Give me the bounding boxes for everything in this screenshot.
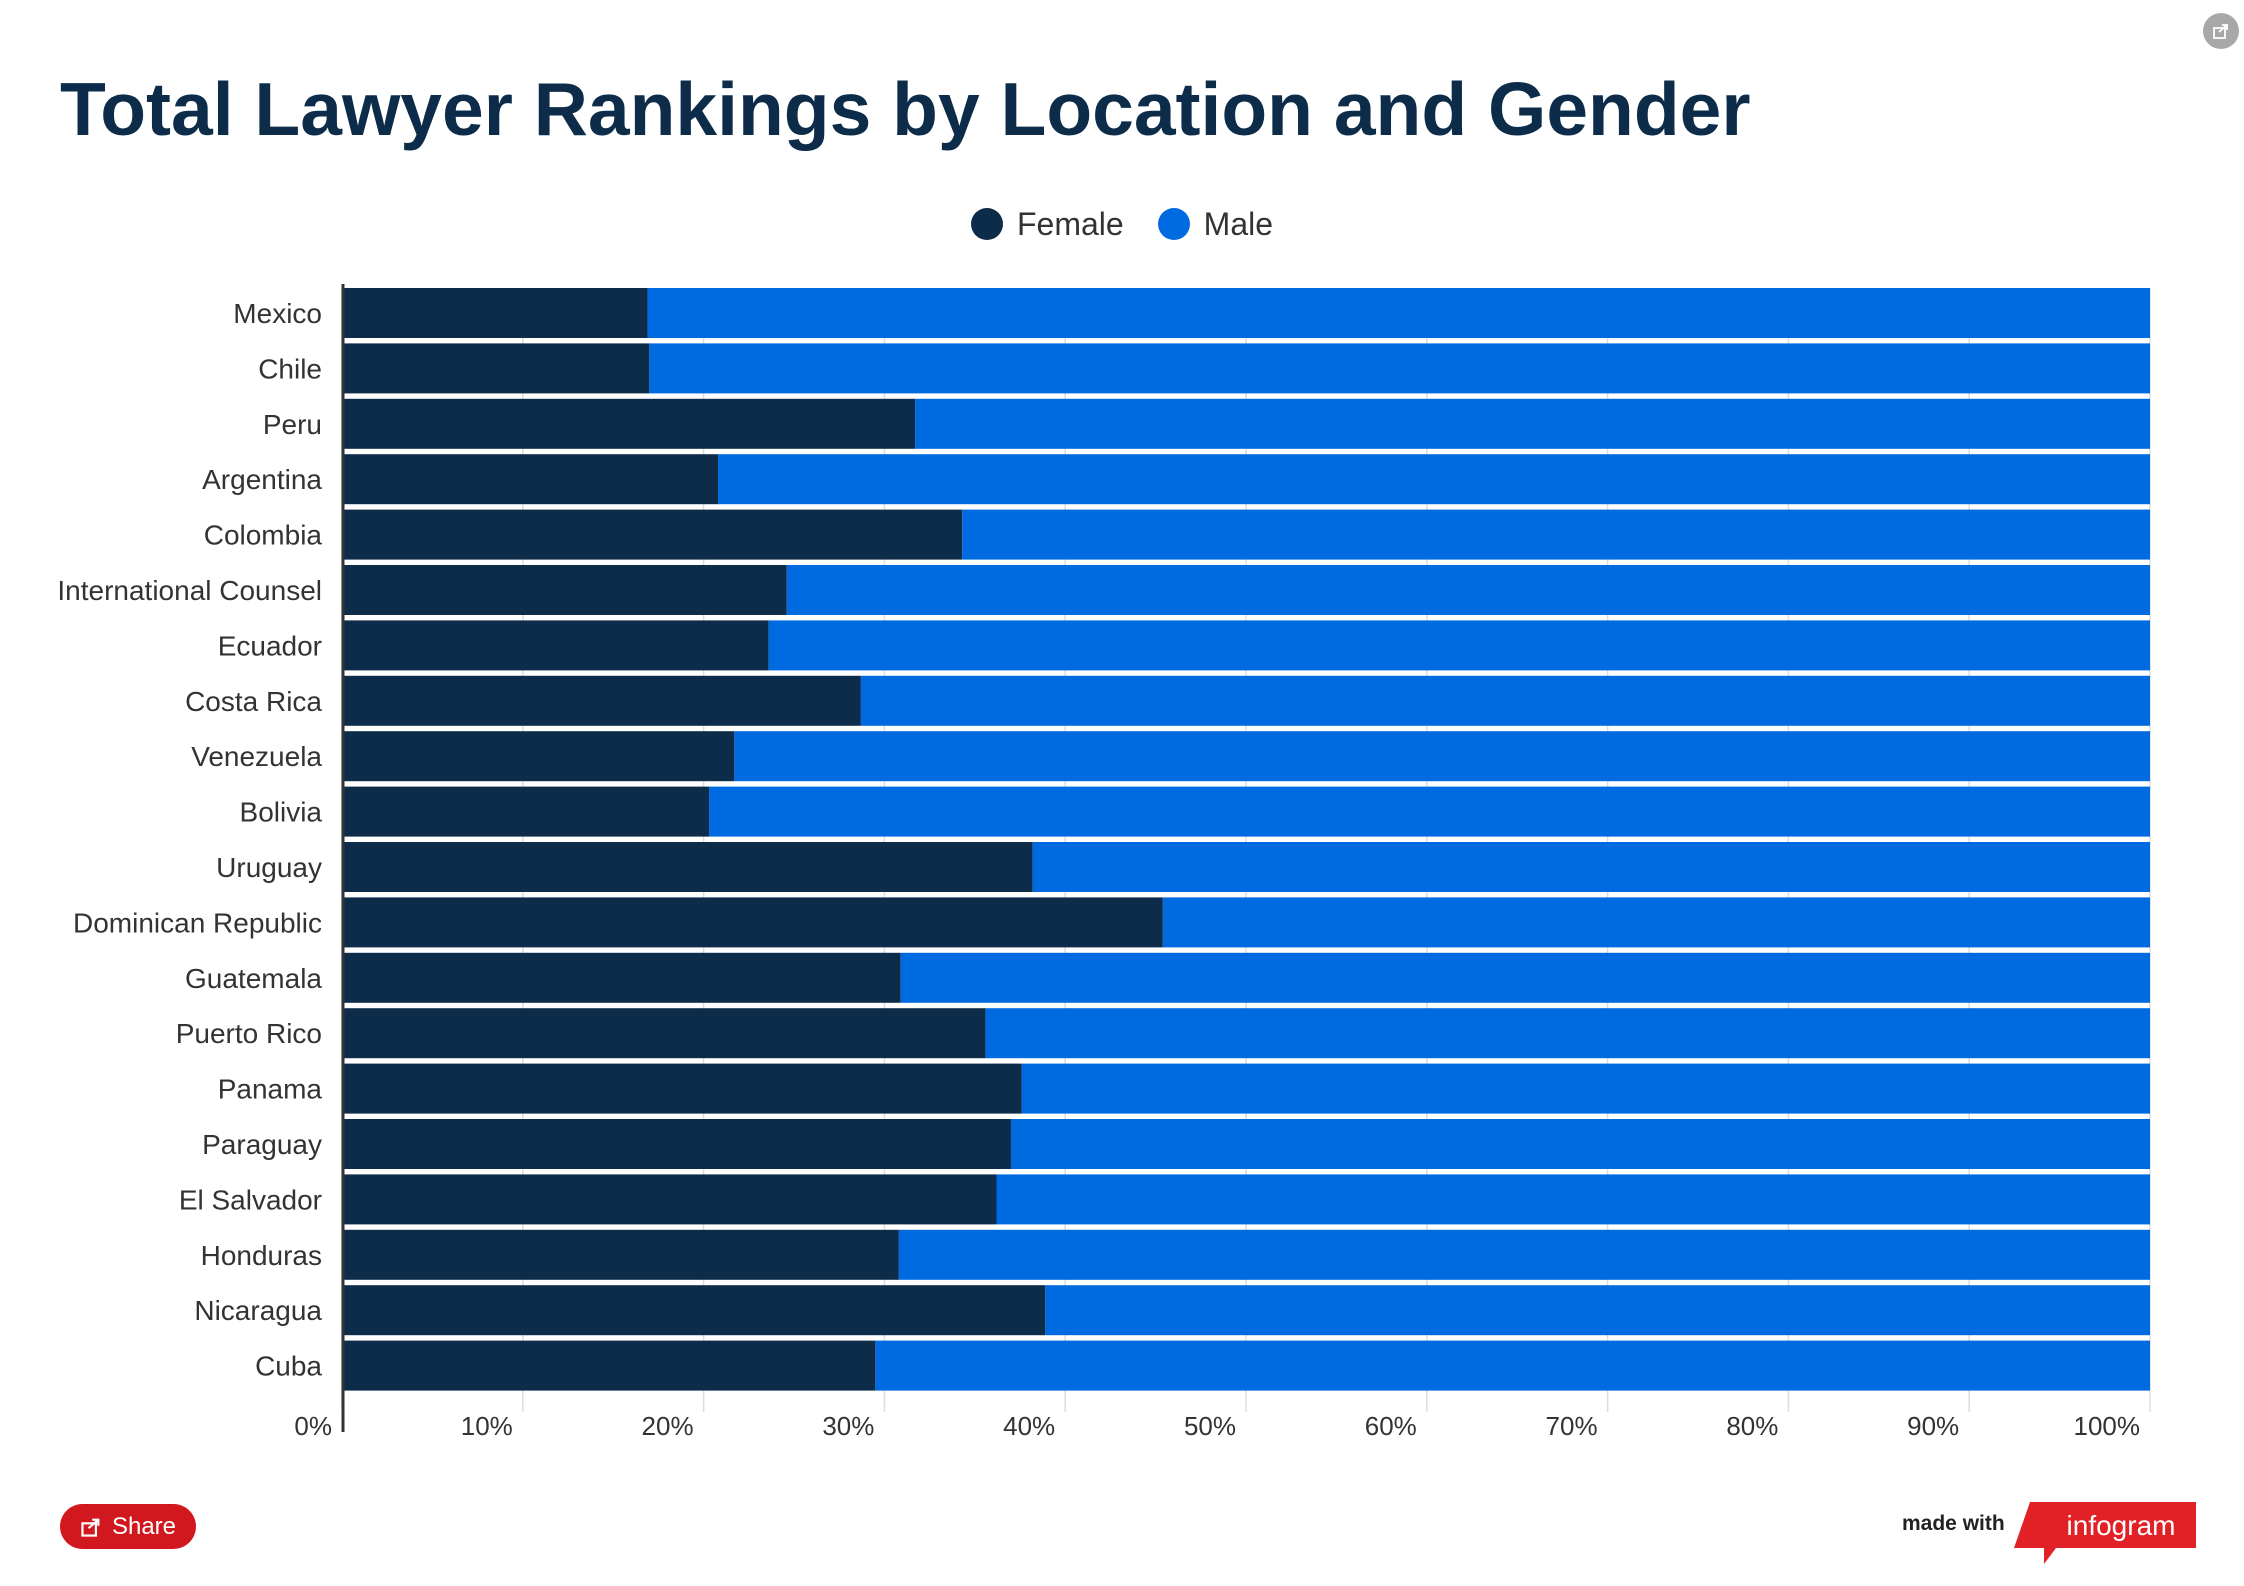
bar-female-17: [342, 1229, 899, 1280]
bar-female-14: [342, 1063, 1022, 1114]
bar-female-12: [342, 952, 901, 1003]
bar-male-7: [860, 675, 2150, 726]
bar-male-11: [1162, 897, 2150, 948]
category-label: International Counsel: [57, 575, 322, 606]
category-label: Peru: [263, 409, 322, 440]
bar-female-5: [342, 565, 787, 615]
category-label: Argentina: [202, 464, 322, 495]
bar-male-13: [985, 1008, 2151, 1059]
bar-male-17: [898, 1229, 2150, 1280]
bar-female-18: [342, 1285, 1046, 1336]
x-tick-label: 60%: [1365, 1411, 1417, 1441]
bar-male-3: [718, 454, 2151, 505]
bar-female-19: [342, 1340, 876, 1391]
bar-chart: Mexico Chile Peru Argentina Colombia Internat…: [57, 284, 2151, 1441]
bar-female-9: [342, 786, 710, 837]
bar-male-5: [786, 565, 2150, 615]
category-label: Guatemala: [185, 963, 322, 994]
share-button[interactable]: Share: [60, 1504, 196, 1549]
legend-swatch-female: [970, 208, 1003, 240]
bar-male-18: [1045, 1285, 2150, 1336]
bar-female-6: [342, 620, 769, 671]
share-icon: [2213, 24, 2228, 39]
bar-female-8: [342, 731, 735, 782]
legend-label-female: Female: [1016, 205, 1124, 242]
bar-female-3: [342, 454, 719, 505]
x-tick-label: 40%: [1003, 1411, 1055, 1441]
x-tick-label: 100%: [2074, 1411, 2141, 1441]
category-label: Chile: [258, 353, 322, 384]
made-with-text: made with: [1902, 1512, 2005, 1535]
category-label: Costa Rica: [185, 686, 322, 717]
legend-item-male[interactable]: Male: [1157, 205, 1274, 243]
x-tick-label: 20%: [642, 1411, 694, 1441]
bar-male-19: [875, 1340, 2150, 1391]
chart-title: Total Lawyer Rankings by Location and Ge…: [60, 67, 1751, 151]
legend-label-male: Male: [1203, 205, 1274, 242]
bar-female-16: [342, 1174, 997, 1225]
category-label: Venezuela: [191, 741, 322, 772]
share-button-label: Share: [111, 1512, 177, 1540]
category-label: Paraguay: [202, 1129, 322, 1160]
bar-male-6: [768, 620, 2150, 671]
category-label: Uruguay: [216, 852, 322, 883]
category-label: Mexico: [233, 298, 322, 329]
category-label: Honduras: [201, 1240, 322, 1271]
x-tick-label: 0%: [294, 1411, 332, 1441]
bar-male-0: [647, 288, 2150, 338]
bar-female-15: [342, 1119, 1011, 1169]
bar-male-15: [1010, 1119, 2151, 1169]
category-label: Puerto Rico: [176, 1018, 322, 1049]
bar-female-13: [342, 1008, 986, 1059]
bar-female-7: [342, 675, 861, 726]
bar-male-12: [900, 952, 2150, 1003]
share-icon-button[interactable]: [2203, 13, 2239, 49]
bar-male-14: [1021, 1063, 2150, 1114]
bar-male-4: [962, 509, 2150, 560]
category-label: Nicaragua: [194, 1295, 322, 1326]
x-tick-label: 70%: [1546, 1411, 1598, 1441]
bar-male-2: [915, 398, 2150, 449]
x-tick-label: 10%: [461, 1411, 513, 1441]
bar-female-0: [342, 288, 648, 338]
infogram-logo[interactable]: infogram: [2014, 1502, 2196, 1564]
bar-male-16: [996, 1174, 2150, 1225]
legend: Female Male: [0, 200, 2244, 248]
bar-female-2: [342, 398, 916, 449]
x-tick-label: 30%: [822, 1411, 874, 1441]
bar-male-9: [709, 786, 2151, 837]
category-label: Panama: [218, 1074, 323, 1105]
share-icon: [81, 1518, 100, 1537]
bar-female-10: [342, 842, 1033, 892]
bar-female-11: [342, 897, 1163, 948]
legend-swatch-male: [1157, 208, 1190, 240]
bar-male-1: [649, 343, 2150, 394]
category-label: Colombia: [204, 520, 323, 551]
bar-male-8: [734, 731, 2151, 782]
bar-female-4: [342, 509, 963, 560]
x-tick-label: 50%: [1184, 1411, 1236, 1441]
category-label: Bolivia: [240, 797, 323, 828]
bar-male-10: [1032, 842, 2150, 892]
category-label: El Salvador: [179, 1184, 322, 1215]
x-tick-label: 90%: [1907, 1411, 1959, 1441]
category-label: Cuba: [255, 1351, 322, 1382]
bar-female-1: [342, 343, 650, 394]
legend-item-female[interactable]: Female: [970, 205, 1124, 243]
category-label: Dominican Republic: [73, 907, 322, 938]
category-label: Ecuador: [218, 630, 322, 661]
x-tick-label: 80%: [1726, 1411, 1778, 1441]
svg-text:infogram: infogram: [2067, 1510, 2176, 1541]
